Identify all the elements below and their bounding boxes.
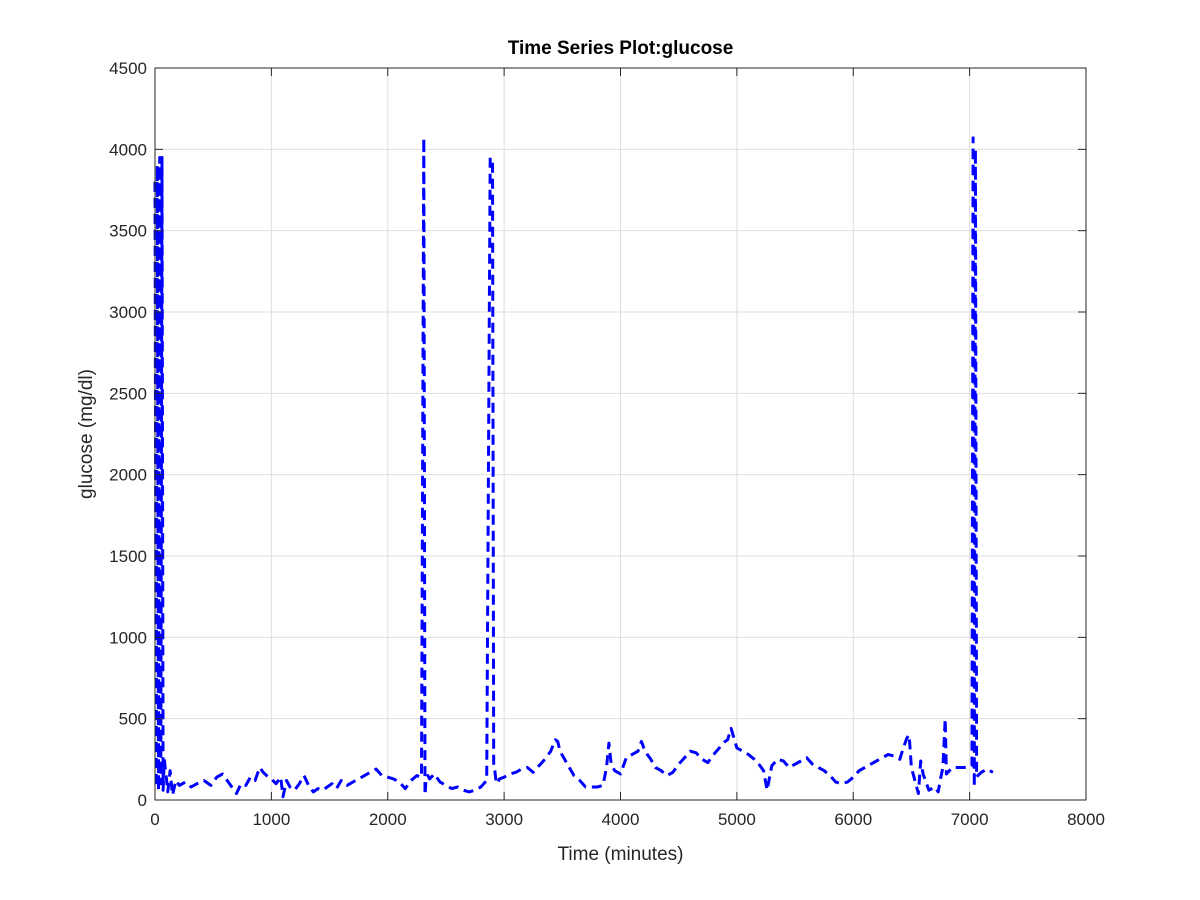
x-tick-label: 4000 bbox=[602, 810, 640, 829]
y-tick-label: 0 bbox=[138, 791, 147, 810]
y-tick-label: 2500 bbox=[109, 384, 147, 403]
x-tick-label: 2000 bbox=[369, 810, 407, 829]
y-tick-label: 2000 bbox=[109, 466, 147, 485]
x-tick-label: 5000 bbox=[718, 810, 756, 829]
chart-title: Time Series Plot:glucose bbox=[508, 38, 734, 59]
series-line-path bbox=[153, 136, 994, 799]
x-tick-label: 7000 bbox=[951, 810, 989, 829]
y-tick-label: 500 bbox=[119, 710, 147, 729]
x-tick-label: 0 bbox=[150, 810, 159, 829]
y-tick-label: 3500 bbox=[109, 222, 147, 241]
series-line bbox=[153, 136, 994, 799]
y-tick-label: 1500 bbox=[109, 547, 147, 566]
grid bbox=[155, 68, 1086, 800]
y-tick-label: 4000 bbox=[109, 140, 147, 159]
x-tick-label: 3000 bbox=[485, 810, 523, 829]
x-tick-label: 1000 bbox=[252, 810, 290, 829]
x-axis-label: Time (minutes) bbox=[558, 844, 684, 865]
y-axis: 0 500 1000 1500 2000 2500 3000 3500 4000 4500 bbox=[109, 59, 1086, 810]
y-tick-label: 1000 bbox=[109, 628, 147, 647]
x-tick-label: 8000 bbox=[1067, 810, 1105, 829]
x-axis: 0 1000 2000 3000 4000 5000 6000 7000 8000 bbox=[150, 68, 1105, 829]
y-tick-label: 4500 bbox=[109, 59, 147, 78]
x-tick-label: 6000 bbox=[834, 810, 872, 829]
y-axis-label: glucose (mg/dl) bbox=[76, 369, 97, 499]
y-tick-label: 3000 bbox=[109, 303, 147, 322]
